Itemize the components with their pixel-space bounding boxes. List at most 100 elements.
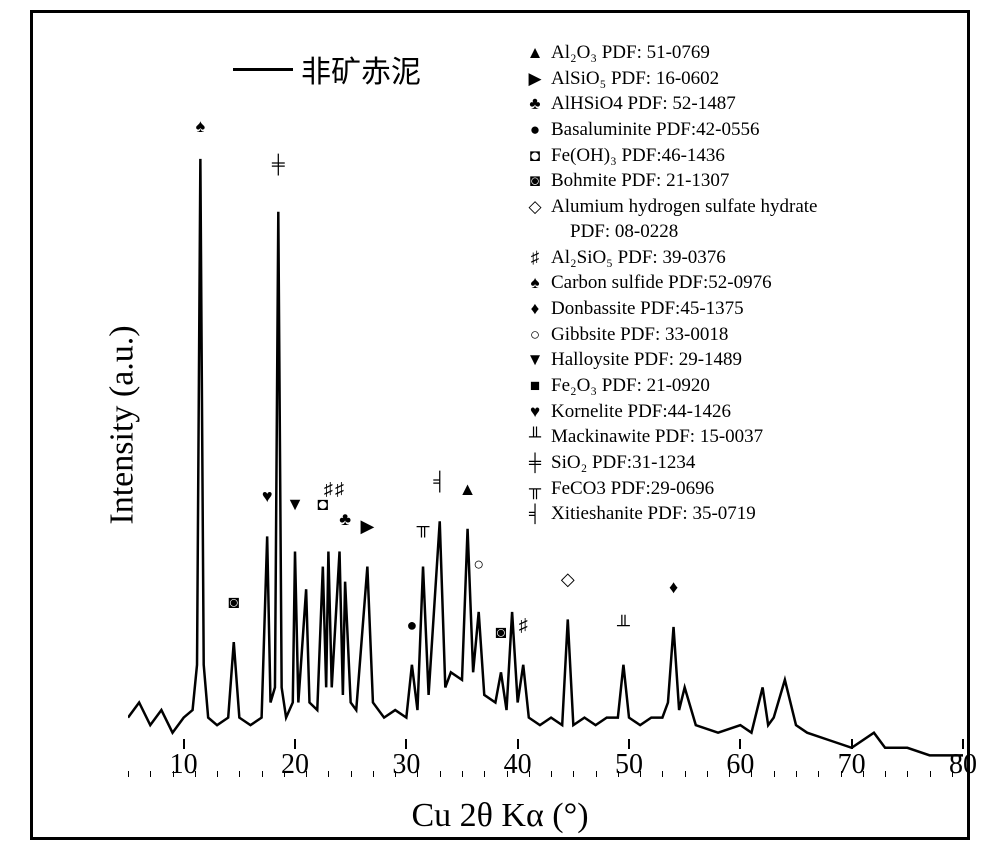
x-minor-tick <box>150 771 151 777</box>
phase-symbol: ╡ <box>525 503 545 525</box>
plot-area: 非矿赤泥 ▲ Al₂O₃ PDF: 51-0769 ▶ AlSiO₅ PDF: 16-… <box>128 23 963 778</box>
phase-name: Basaluminite PDF:42-0556 <box>551 118 759 143</box>
phase-name: SiO₂ PDF:31-1234 <box>551 451 695 476</box>
phase-symbol: ◇ <box>525 196 545 218</box>
x-tick-label: 10 <box>170 749 198 781</box>
x-minor-tick <box>818 771 819 777</box>
x-minor-tick <box>195 771 196 777</box>
phase-legend-item: ╨ Mackinawite PDF: 15-0037 <box>525 425 945 450</box>
x-tick-label: 70 <box>838 749 866 781</box>
chart-frame: Intensity (a.u.) 非矿赤泥 ▲Al₂O₃ PDF: 51-076… <box>30 10 970 840</box>
phase-name: Donbassite PDF:45-1375 <box>551 297 744 322</box>
phase-legend-item: ▼ Halloysite PDF: 29-1489 <box>525 348 945 373</box>
x-minor-tick <box>351 771 352 777</box>
x-minor-tick <box>529 771 530 777</box>
phase-legend-item: ♥ Kornelite PDF:44-1426 <box>525 400 945 425</box>
phase-name: AlHSiO4 PDF: 52-1487 <box>551 92 736 117</box>
phase-symbol: ╥ <box>525 478 545 500</box>
peak-marker: ◙ <box>228 592 239 613</box>
x-minor-tick <box>484 771 485 777</box>
phase-legend-item: ♯ Al₂SiO₅ PDF: 39-0376 <box>525 246 945 271</box>
x-minor-tick <box>395 771 396 777</box>
x-minor-tick <box>952 771 953 777</box>
peak-marker: ♥ <box>262 486 273 507</box>
x-minor-tick <box>128 771 129 777</box>
phase-legend-item: ╪ SiO₂ PDF:31-1234 <box>525 451 945 476</box>
x-minor-tick <box>462 771 463 777</box>
phase-legend: ▲Al₂O₃ PDF: 51-0769▶AlSiO₅ PDF: 16-0602♣… <box>525 41 945 528</box>
phase-name: Al₂O₃ PDF: 51-0769 <box>551 41 710 66</box>
x-minor-tick <box>796 771 797 777</box>
x-minor-tick <box>841 771 842 777</box>
phase-symbol: ◘ <box>525 145 545 167</box>
phase-symbol: ▼ <box>525 349 545 371</box>
x-axis: 1020304050607080 <box>128 749 963 779</box>
peak-marker: ● <box>406 615 417 636</box>
x-minor-tick <box>907 771 908 777</box>
legend-line-sample <box>233 68 293 71</box>
x-tick-label: 80 <box>949 749 977 781</box>
phase-name: Kornelite PDF:44-1426 <box>551 400 731 425</box>
phase-symbol: ╪ <box>525 452 545 474</box>
x-minor-tick <box>417 771 418 777</box>
phase-name: Bohmite PDF: 21-1307 <box>551 169 729 194</box>
phase-name: Mackinawite PDF: 15-0037 <box>551 425 763 450</box>
phase-symbol: ○ <box>525 324 545 346</box>
x-minor-tick <box>573 771 574 777</box>
x-minor-tick <box>507 771 508 777</box>
phase-symbol: ♯ <box>525 247 545 269</box>
x-minor-tick <box>373 771 374 777</box>
phase-name: Xitieshanite PDF: 35-0719 <box>551 502 756 527</box>
phase-legend-item: ●Basaluminite PDF:42-0556 <box>525 118 945 143</box>
series-legend: 非矿赤泥 <box>233 47 421 91</box>
x-minor-tick <box>284 771 285 777</box>
phase-name: Fe(OH)₃ PDF:46-1436 <box>551 144 725 169</box>
peak-marker: ◇ <box>561 569 575 590</box>
x-minor-tick <box>930 771 931 777</box>
phase-legend-item: ♦ Donbassite PDF:45-1375 <box>525 297 945 322</box>
x-minor-tick <box>551 771 552 777</box>
phase-name: Fe₂O₃ PDF: 21-0920 <box>551 374 710 399</box>
phase-legend-item: ♣ AlHSiO4 PDF: 52-1487 <box>525 92 945 117</box>
x-minor-tick <box>306 771 307 777</box>
x-minor-tick <box>885 771 886 777</box>
x-minor-tick <box>239 771 240 777</box>
peak-marker: ♦ <box>669 577 678 598</box>
phase-legend-item: ╡ Xitieshanite PDF: 35-0719 <box>525 502 945 527</box>
phase-symbol: ♠ <box>525 272 545 294</box>
peak-marker: ♠ <box>196 116 206 137</box>
phase-symbol: ╨ <box>525 426 545 448</box>
peak-marker: ╥ <box>417 516 430 537</box>
peak-marker: ◙ <box>496 622 507 643</box>
phase-name: Alumium hydrogen sulfate hydrate PDF: 08… <box>551 195 817 244</box>
peak-marker: ♯ <box>519 615 528 636</box>
phase-name: Carbon sulfide PDF:52-0976 <box>551 271 772 296</box>
peak-marker: ♣ <box>339 509 351 530</box>
peak-marker: ▼ <box>286 494 304 515</box>
peak-marker: ▲ <box>459 479 477 500</box>
x-minor-tick <box>618 771 619 777</box>
phase-symbol: ▶ <box>525 68 545 90</box>
x-minor-tick <box>440 771 441 777</box>
phase-symbol: ▲ <box>525 42 545 64</box>
phase-symbol: ♣ <box>525 93 545 115</box>
x-minor-tick <box>707 771 708 777</box>
x-minor-tick <box>596 771 597 777</box>
x-minor-tick <box>662 771 663 777</box>
phase-name: AlSiO₅ PDF: 16-0602 <box>551 67 719 92</box>
phase-symbol: ■ <box>525 375 545 397</box>
peak-marker: ╡ <box>433 471 446 492</box>
x-tick-label: 60 <box>726 749 754 781</box>
x-tick-label: 40 <box>504 749 532 781</box>
x-minor-tick <box>863 771 864 777</box>
phase-legend-item: ╥FeCO3 PDF:29-0696 <box>525 477 945 502</box>
phase-symbol: ♦ <box>525 298 545 320</box>
phase-symbol: ♥ <box>525 401 545 423</box>
x-minor-tick <box>173 771 174 777</box>
x-minor-tick <box>729 771 730 777</box>
peak-marker: ♯ <box>324 479 333 500</box>
phase-name: Al₂SiO₅ PDF: 39-0376 <box>551 246 726 271</box>
phase-name: Halloysite PDF: 29-1489 <box>551 348 742 373</box>
x-tick-label: 20 <box>281 749 309 781</box>
phase-legend-item: ◙Bohmite PDF: 21-1307 <box>525 169 945 194</box>
